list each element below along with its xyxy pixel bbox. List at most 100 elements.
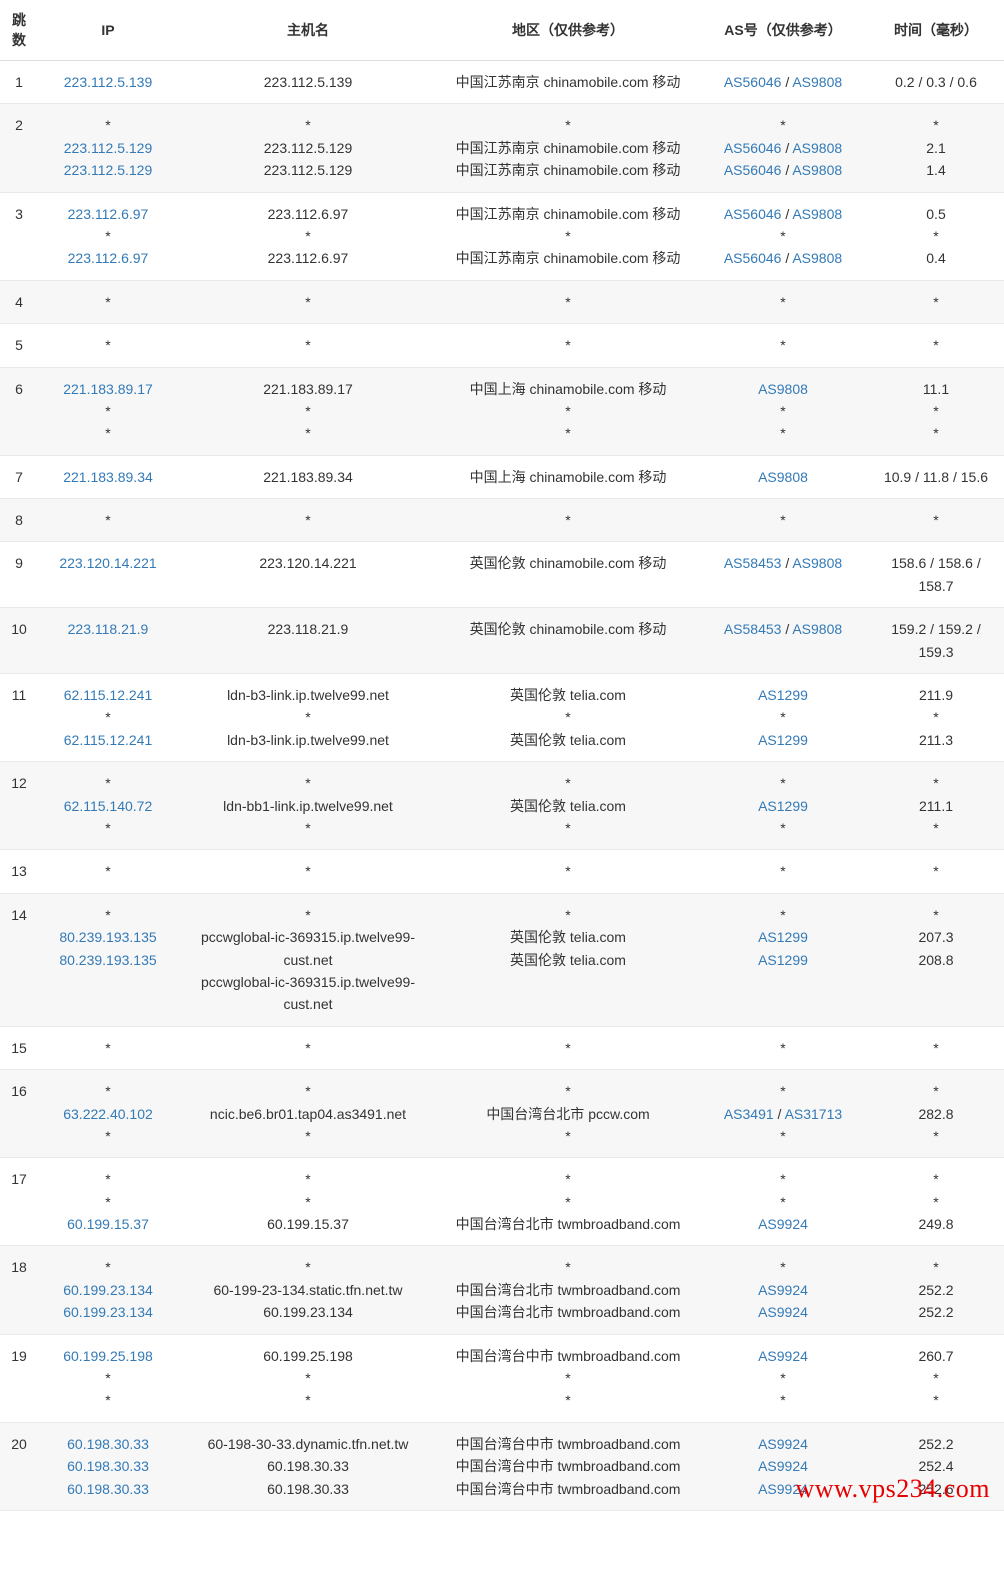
asn-cell: * — [698, 324, 868, 367]
ip-link[interactable]: 223.120.14.221 — [44, 552, 172, 574]
time-cell: *2.11.4 — [868, 104, 1004, 192]
ip-link[interactable]: 223.112.6.97 — [44, 203, 172, 225]
col-time: 时间（毫秒） — [868, 0, 1004, 61]
ip-link[interactable]: 62.115.140.72 — [44, 795, 172, 817]
ip-link[interactable]: 223.112.6.97 — [44, 247, 172, 269]
cell-text: * — [44, 291, 172, 313]
cell-text: * — [44, 1037, 172, 1059]
asn-link[interactable]: AS1299 — [758, 798, 808, 814]
asn-line: AS9924 — [704, 1213, 862, 1235]
asn-link[interactable]: AS1299 — [758, 732, 808, 748]
cell-text: ncic.be6.br01.tap04.as3491.net — [184, 1103, 432, 1125]
asn-link[interactable]: AS56046 — [724, 74, 782, 90]
asn-link[interactable]: AS9808 — [758, 469, 808, 485]
asn-line: AS9808 — [704, 466, 862, 488]
asn-line: * — [704, 334, 862, 356]
cell-text: 英国伦敦 telia.com — [444, 949, 692, 971]
asn-link[interactable]: AS9808 — [792, 140, 842, 156]
time-cell: *207.3208.8 — [868, 893, 1004, 1026]
ip-link[interactable]: 221.183.89.34 — [44, 466, 172, 488]
asn-link[interactable]: AS3491 — [724, 1106, 774, 1122]
cell-text: 223.112.5.129 — [184, 137, 432, 159]
table-row: 6221.183.89.17**221.183.89.17**中国上海 chin… — [0, 367, 1004, 455]
ip-link[interactable]: 60.199.23.134 — [44, 1301, 172, 1323]
time-cell: * — [868, 850, 1004, 893]
asn-cell: AS9808** — [698, 367, 868, 455]
asn-line: * — [704, 1168, 862, 1190]
asn-link[interactable]: AS58453 — [724, 555, 782, 571]
ip-link[interactable]: 62.115.12.241 — [44, 684, 172, 706]
asn-link[interactable]: AS9924 — [758, 1458, 808, 1474]
ip-cell: *60.199.23.13460.199.23.134 — [38, 1246, 178, 1334]
asn-link[interactable]: AS9808 — [792, 555, 842, 571]
asn-link[interactable]: AS9808 — [758, 381, 808, 397]
asn-link[interactable]: AS9808 — [792, 206, 842, 222]
ip-link[interactable]: 221.183.89.17 — [44, 378, 172, 400]
hop-cell: 4 — [0, 280, 38, 323]
host-cell: * — [178, 1026, 438, 1069]
cell-text: 中国江苏南京 chinamobile.com 移动 — [444, 71, 692, 93]
cell-text: 1.4 — [874, 159, 998, 181]
region-cell: * — [438, 1026, 698, 1069]
asn-link[interactable]: AS56046 — [724, 250, 782, 266]
ip-link[interactable]: 63.222.40.102 — [44, 1103, 172, 1125]
ip-link[interactable]: 60.198.30.33 — [44, 1478, 172, 1500]
ip-link[interactable]: 223.118.21.9 — [44, 618, 172, 640]
ip-link[interactable]: 60.199.23.134 — [44, 1279, 172, 1301]
asn-link[interactable]: AS1299 — [758, 952, 808, 968]
cell-text: 0.4 — [874, 247, 998, 269]
asn-link[interactable]: AS56046 — [724, 140, 782, 156]
ip-link[interactable]: 223.112.5.129 — [44, 137, 172, 159]
cell-text: * — [874, 400, 998, 422]
asn-link[interactable]: AS56046 — [724, 162, 782, 178]
asn-link[interactable]: AS9808 — [792, 250, 842, 266]
asn-line: * — [704, 422, 862, 444]
asn-link[interactable]: AS31713 — [785, 1106, 843, 1122]
asn-link[interactable]: AS9924 — [758, 1481, 808, 1497]
cell-text: ldn-b3-link.ip.twelve99.net — [184, 684, 432, 706]
asn-link[interactable]: AS9808 — [792, 74, 842, 90]
region-cell: *英国伦敦 telia.com英国伦敦 telia.com — [438, 893, 698, 1026]
host-cell: * — [178, 499, 438, 542]
asn-link[interactable]: AS9924 — [758, 1282, 808, 1298]
ip-link[interactable]: 60.199.25.198 — [44, 1345, 172, 1367]
asn-link[interactable]: AS1299 — [758, 929, 808, 945]
cell-text: * — [874, 1168, 998, 1190]
asn-link[interactable]: AS56046 — [724, 206, 782, 222]
ip-link[interactable]: 223.112.5.129 — [44, 159, 172, 181]
ip-link[interactable]: 60.198.30.33 — [44, 1455, 172, 1477]
host-cell: *60-199-23-134.static.tfn.net.tw60.199.2… — [178, 1246, 438, 1334]
cell-text: * — [184, 291, 432, 313]
hop-cell: 17 — [0, 1158, 38, 1246]
cell-text: 60.198.30.33 — [184, 1455, 432, 1477]
ip-cell: *63.222.40.102* — [38, 1070, 178, 1158]
asn-link[interactable]: AS58453 — [724, 621, 782, 637]
asn-link[interactable]: AS9808 — [792, 162, 842, 178]
cell-text: 252.2 — [874, 1301, 998, 1323]
asn-link[interactable]: AS9924 — [758, 1216, 808, 1232]
asn-link[interactable]: AS9808 — [792, 621, 842, 637]
ip-link[interactable]: 62.115.12.241 — [44, 729, 172, 751]
asn-link[interactable]: AS9924 — [758, 1348, 808, 1364]
asn-link[interactable]: AS9924 — [758, 1304, 808, 1320]
cell-text: ldn-b3-link.ip.twelve99.net — [184, 729, 432, 751]
asn-link[interactable]: AS1299 — [758, 687, 808, 703]
hop-cell: 7 — [0, 455, 38, 498]
ip-link[interactable]: 80.239.193.135 — [44, 926, 172, 948]
cell-text: * — [444, 817, 692, 839]
ip-link[interactable]: 60.198.30.33 — [44, 1433, 172, 1455]
table-row: 8***** — [0, 499, 1004, 542]
ip-link[interactable]: 223.112.5.139 — [44, 71, 172, 93]
time-cell: * — [868, 1026, 1004, 1069]
asn-line: AS9924 — [704, 1433, 862, 1455]
asn-link[interactable]: AS9924 — [758, 1436, 808, 1452]
cell-text: 211.3 — [874, 729, 998, 751]
cell-text: * — [44, 706, 172, 728]
table-row: 18*60.199.23.13460.199.23.134*60-199-23-… — [0, 1246, 1004, 1334]
cell-text: * — [184, 1367, 432, 1389]
ip-link[interactable]: 80.239.193.135 — [44, 949, 172, 971]
hop-cell: 1 — [0, 61, 38, 104]
cell-text: * — [874, 509, 998, 531]
cell-text: * — [44, 400, 172, 422]
ip-link[interactable]: 60.199.15.37 — [44, 1213, 172, 1235]
